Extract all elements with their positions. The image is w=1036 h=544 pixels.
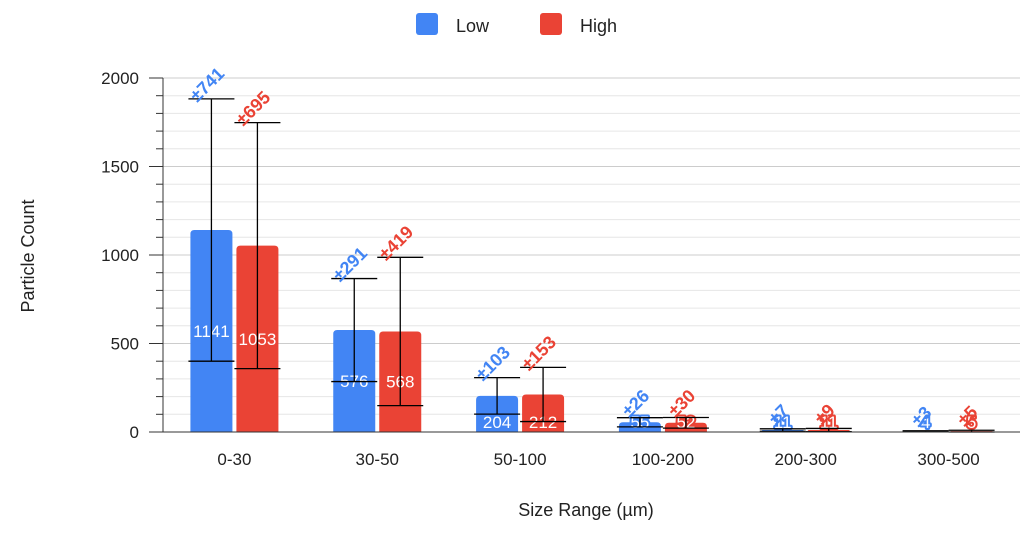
x-tick-label: 0-30	[217, 450, 251, 469]
y-tick-label: 1000	[101, 246, 139, 265]
error-label: ±5	[953, 402, 981, 430]
legend: Low High	[416, 13, 617, 36]
legend-swatch-low	[416, 13, 438, 35]
y-tick-label: 1500	[101, 158, 139, 177]
bar-value-label: 204	[483, 413, 511, 432]
bar-value-label: 4	[921, 413, 930, 432]
legend-label-high: High	[580, 16, 617, 36]
y-tick-label: 0	[130, 423, 139, 442]
gridlines	[163, 77, 1020, 433]
error-bars: ±741±695±291±419±103 ±153±26 ±30 ±7 ±9 ±3 ±5	[186, 63, 995, 433]
y-tick-label: 500	[111, 335, 139, 354]
legend-label-low: Low	[456, 16, 490, 36]
x-axis-title: Size Range (µm)	[518, 500, 653, 520]
y-axis: 0 500 1000 1500 2000	[101, 69, 164, 442]
bar-value-label: 212	[529, 413, 557, 432]
x-tick-label: 200-300	[775, 450, 837, 469]
bar-value-label: 5	[967, 413, 976, 432]
x-axis: 0-30 30-50 50-100 100-200 200-300 300-500	[163, 431, 1020, 469]
y-tick-label: 2000	[101, 69, 139, 88]
bars: 114110535765682042125552111145	[190, 230, 993, 434]
y-axis-title: Particle Count	[18, 199, 38, 312]
legend-swatch-high	[540, 13, 562, 35]
x-tick-label: 50-100	[494, 450, 547, 469]
x-tick-label: 30-50	[356, 450, 399, 469]
error-label: ±3	[907, 402, 935, 430]
x-tick-label: 100-200	[632, 450, 694, 469]
x-tick-label: 300-500	[917, 450, 979, 469]
